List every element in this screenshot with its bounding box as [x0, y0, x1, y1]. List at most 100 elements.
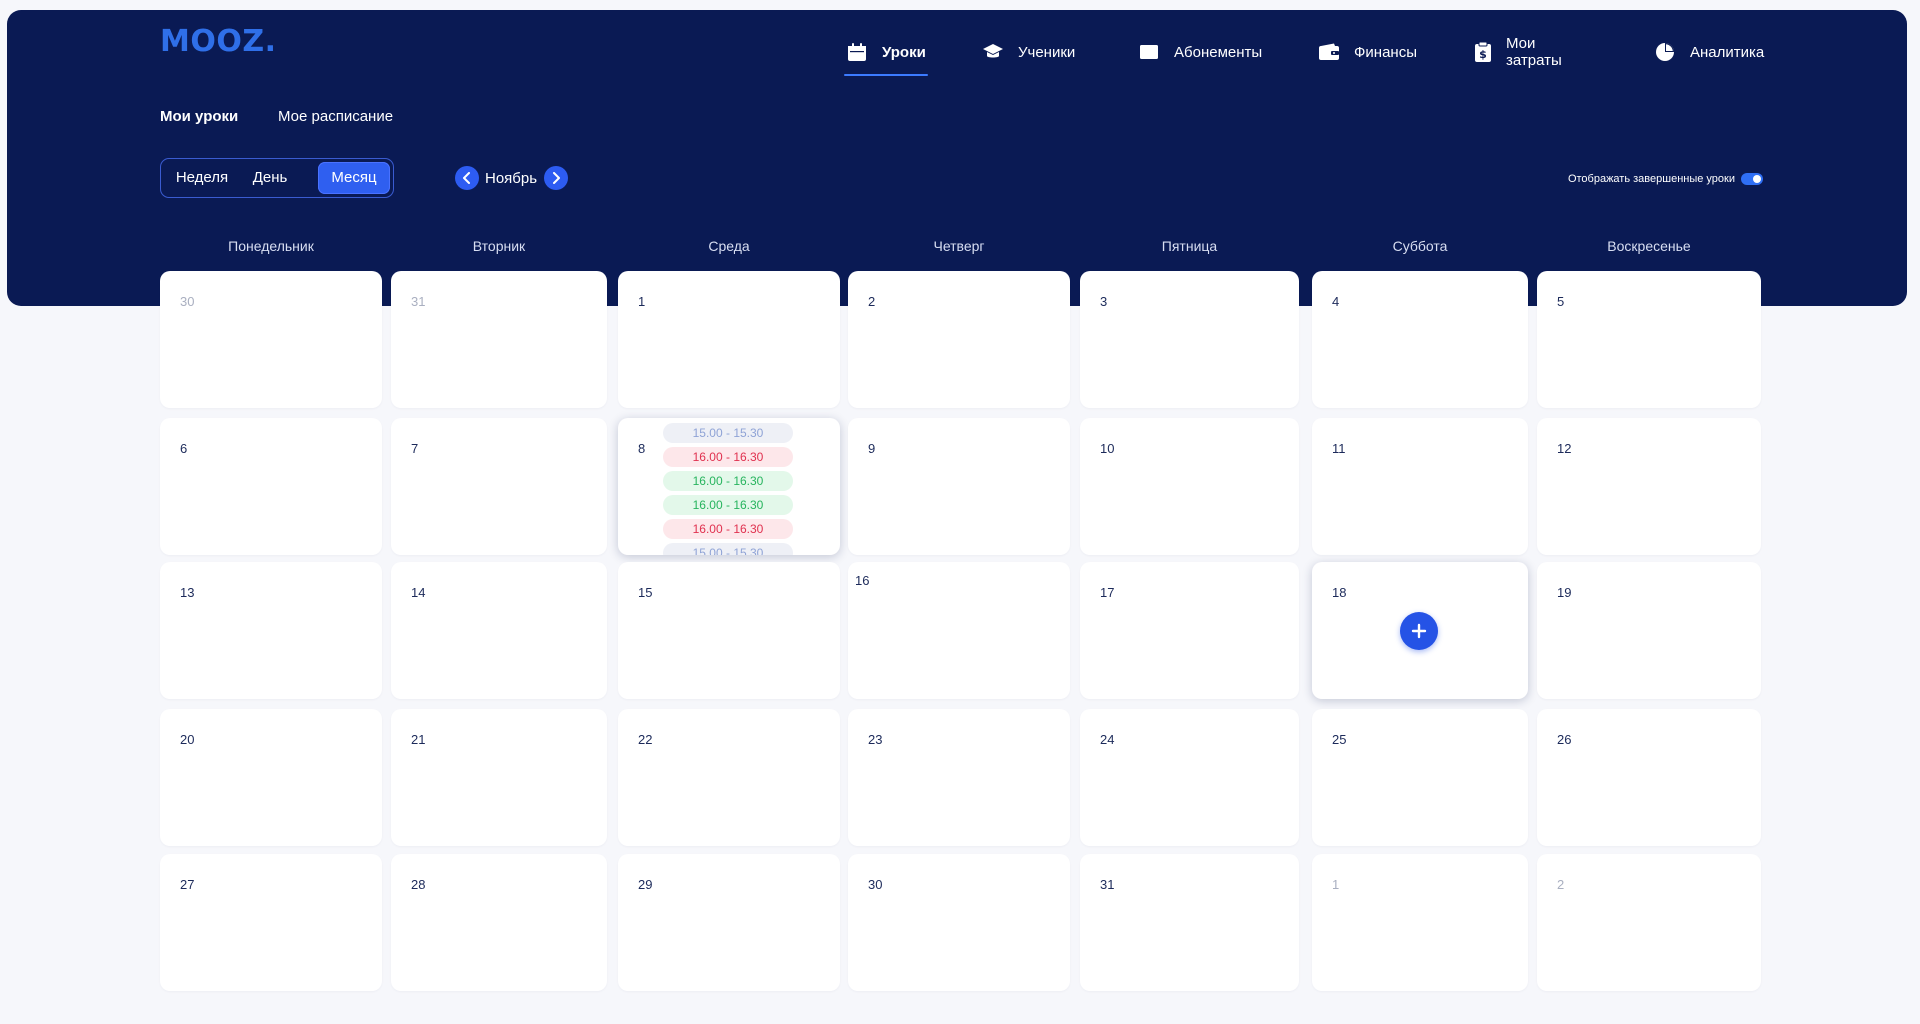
prev-month-button[interactable]	[455, 166, 479, 190]
lesson-pill[interactable]: 15.00 - 15.30	[663, 423, 793, 443]
view-week-button[interactable]: Неделя	[175, 169, 229, 186]
nav-item-finances[interactable]: Финансы	[1318, 38, 1417, 66]
day-number: 1	[638, 294, 646, 309]
show-completed-setting: Отображать завершенные уроки	[1568, 173, 1763, 185]
calendar-day-cell[interactable]: 1	[618, 271, 840, 408]
calendar-day-cell[interactable]: 7	[391, 418, 607, 555]
calendar-day-cell[interactable]: 2	[848, 271, 1070, 408]
lesson-pill[interactable]: 16.00 - 16.30	[663, 519, 793, 539]
day-number: 6	[180, 441, 188, 456]
day-number: 4	[1332, 294, 1340, 309]
calendar-day-cell[interactable]: 5	[1537, 271, 1761, 408]
day-number: 21	[411, 732, 426, 747]
day-number: 28	[411, 877, 426, 892]
calendar-icon	[846, 41, 868, 63]
nav-item-analytics-label: Аналитика	[1690, 43, 1765, 61]
lesson-pill[interactable]: 16.00 - 16.30	[663, 495, 793, 515]
wallet-icon	[1318, 41, 1340, 63]
show-completed-toggle[interactable]	[1741, 173, 1763, 185]
calendar-day-cell[interactable]: 15	[618, 562, 840, 699]
weekday-label: Понедельник	[228, 238, 314, 254]
calendar-day-cell[interactable]: 31	[391, 271, 607, 408]
calendar-day-cell[interactable]: 21	[391, 709, 607, 846]
calendar-day-cell[interactable]: 18	[1312, 562, 1528, 699]
day-number: 29	[638, 877, 653, 892]
calendar-day-cell[interactable]: 4	[1312, 271, 1528, 408]
calendar-day-cell[interactable]: 16	[848, 562, 1070, 699]
day-number: 17	[1100, 585, 1115, 600]
day-number: 7	[411, 441, 419, 456]
calendar-day-cell[interactable]: 11	[1312, 418, 1528, 555]
weekday-label: Вторник	[472, 238, 526, 254]
day-number: 1	[1332, 877, 1340, 892]
day-number: 30	[180, 294, 195, 309]
pie-chart-icon	[1654, 41, 1676, 63]
calendar-day-cell[interactable]: 31	[1080, 854, 1299, 991]
calendar-day-cell[interactable]: 23	[848, 709, 1070, 846]
next-month-button[interactable]	[544, 166, 568, 190]
calendar-day-cell[interactable]: 1	[1312, 854, 1528, 991]
subtab-my-lessons[interactable]: Мои уроки	[160, 108, 239, 125]
lesson-pill[interactable]: 15.00 - 15.30	[663, 543, 793, 555]
day-number: 31	[411, 294, 426, 309]
subtab-my-schedule[interactable]: Мое расписание	[278, 108, 394, 125]
day-number: 22	[638, 732, 653, 747]
lesson-pill[interactable]: 16.00 - 16.30	[663, 447, 793, 467]
day-number: 26	[1557, 732, 1572, 747]
calendar-day-cell[interactable]: 19	[1537, 562, 1761, 699]
svg-text:$: $	[1479, 48, 1487, 61]
nav-item-expenses[interactable]: $ Мои затраты	[1474, 35, 1566, 69]
calendar-day-cell[interactable]: 2	[1537, 854, 1761, 991]
nav-item-analytics[interactable]: Аналитика	[1654, 38, 1764, 66]
graduation-cap-icon	[982, 41, 1004, 63]
day-number: 13	[180, 585, 195, 600]
nav-item-students[interactable]: Ученики	[982, 38, 1075, 66]
calendar-day-cell[interactable]: 28	[391, 854, 607, 991]
calendar-day-cell[interactable]: 8 15.00 - 15.30 16.00 - 16.30 16.00 - 16.30…	[618, 418, 840, 555]
card-icon	[1138, 41, 1160, 63]
lesson-pill[interactable]: 16.00 - 16.30	[663, 471, 793, 491]
calendar-day-cell[interactable]: 20	[160, 709, 382, 846]
calendar-day-cell[interactable]: 22	[618, 709, 840, 846]
calendar-day-cell[interactable]: 6	[160, 418, 382, 555]
day-number: 5	[1557, 294, 1565, 309]
calendar-day-cell[interactable]: 30	[160, 271, 382, 408]
calendar-day-cell[interactable]: 25	[1312, 709, 1528, 846]
nav-item-lessons[interactable]: Уроки	[844, 38, 928, 76]
day-number: 27	[180, 877, 195, 892]
calendar-day-cell[interactable]: 30	[848, 854, 1070, 991]
day-number: 10	[1100, 441, 1115, 456]
nav-item-subscriptions-label: Абонементы	[1174, 43, 1263, 61]
calendar-day-cell[interactable]: 26	[1537, 709, 1761, 846]
calendar-day-cell[interactable]: 10	[1080, 418, 1299, 555]
day-number: 18	[1332, 585, 1347, 600]
calendar-day-cell[interactable]: 24	[1080, 709, 1299, 846]
day-number: 2	[868, 294, 876, 309]
calendar-day-cell[interactable]: 12	[1537, 418, 1761, 555]
calendar-day-cell[interactable]: 27	[160, 854, 382, 991]
nav-item-subscriptions[interactable]: Абонементы	[1138, 38, 1262, 66]
view-mode-toggle: Неделя День Месяц	[160, 158, 394, 198]
nav-item-expenses-label: Мои затраты	[1506, 35, 1562, 69]
day-number: 14	[411, 585, 426, 600]
view-day-button[interactable]: День	[252, 169, 288, 186]
day-number: 23	[868, 732, 883, 747]
chevron-left-icon	[463, 172, 470, 184]
calendar-day-cell[interactable]: 13	[160, 562, 382, 699]
calendar-day-cell[interactable]: 3	[1080, 271, 1299, 408]
calendar-day-cell[interactable]: 29	[618, 854, 840, 991]
day-number: 12	[1557, 441, 1572, 456]
weekday-label: Четверг	[933, 238, 985, 254]
add-lesson-button[interactable]	[1400, 612, 1438, 650]
calendar-day-cell[interactable]: 17	[1080, 562, 1299, 699]
day-number: 31	[1100, 877, 1115, 892]
day-number: 9	[868, 441, 876, 456]
app-logo[interactable]: MOOZ.	[160, 24, 277, 59]
calendar-day-cell[interactable]: 14	[391, 562, 607, 699]
view-month-button[interactable]: Месяц	[318, 162, 390, 194]
calendar-day-cell[interactable]: 9	[848, 418, 1070, 555]
day-number: 24	[1100, 732, 1115, 747]
day-number: 19	[1557, 585, 1572, 600]
weekday-label: Среда	[708, 238, 750, 254]
plus-icon	[1411, 623, 1427, 639]
